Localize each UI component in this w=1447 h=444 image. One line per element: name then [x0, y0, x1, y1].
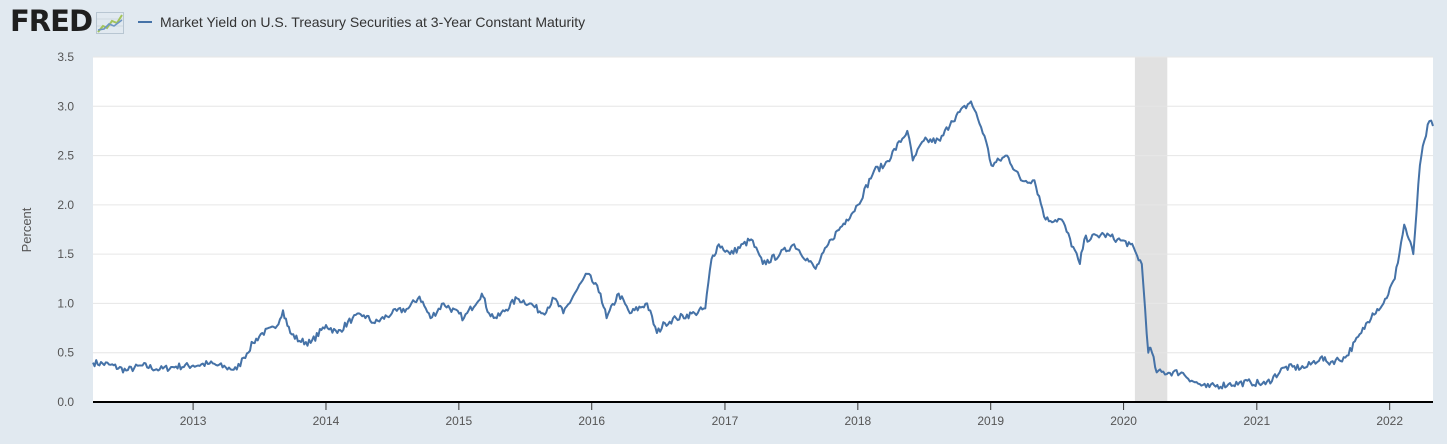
- series-line: [92, 100, 1434, 390]
- y-tick-label: 0.5: [57, 346, 74, 360]
- recession-band: [1134, 57, 1168, 402]
- gridlines: [93, 56, 1433, 354]
- y-tick-label: 1.5: [57, 247, 74, 261]
- y-tick-label: 3.0: [57, 99, 74, 113]
- y-axis-label: Percent: [19, 207, 34, 252]
- x-tick-label: 2018: [844, 414, 871, 428]
- y-tick-label: 1.0: [57, 296, 74, 310]
- y-tick-label: 2.5: [57, 149, 74, 163]
- legend-swatch: [138, 21, 153, 23]
- y-axis-ticks: 0.0 0.5 1.0 1.5 2.0 2.5 3.0 3.5: [57, 50, 74, 409]
- x-tick-label: 2015: [446, 414, 473, 428]
- x-tick-label: 2014: [313, 414, 340, 428]
- line-graph-icon: [96, 12, 125, 34]
- x-tick-label: 2022: [1376, 414, 1403, 428]
- x-tick-label: 2016: [578, 414, 605, 428]
- x-tick-label: 2020: [1110, 414, 1137, 428]
- legend: Market Yield on U.S. Treasury Securities…: [138, 14, 585, 30]
- y-tick-label: 3.5: [57, 50, 74, 64]
- y-tick-label: 2.0: [57, 198, 74, 212]
- x-axis-ticks: 2013 2014 2015 2016 2017 2018 2019 2020 2021 2022: [180, 402, 1403, 428]
- legend-series-label[interactable]: Market Yield on U.S. Treasury Securities…: [160, 14, 586, 30]
- x-tick-label: 2017: [712, 414, 739, 428]
- x-tick-label: 2013: [180, 414, 207, 428]
- chart-header: FRED Market Yield on U.S. Treasury Secur…: [10, 4, 585, 38]
- plot-area: [93, 57, 1433, 402]
- y-tick-label: 0.0: [57, 395, 74, 409]
- x-tick-label: 2019: [977, 414, 1004, 428]
- fred-logo[interactable]: FRED: [10, 3, 93, 38]
- x-tick-label: 2021: [1243, 414, 1270, 428]
